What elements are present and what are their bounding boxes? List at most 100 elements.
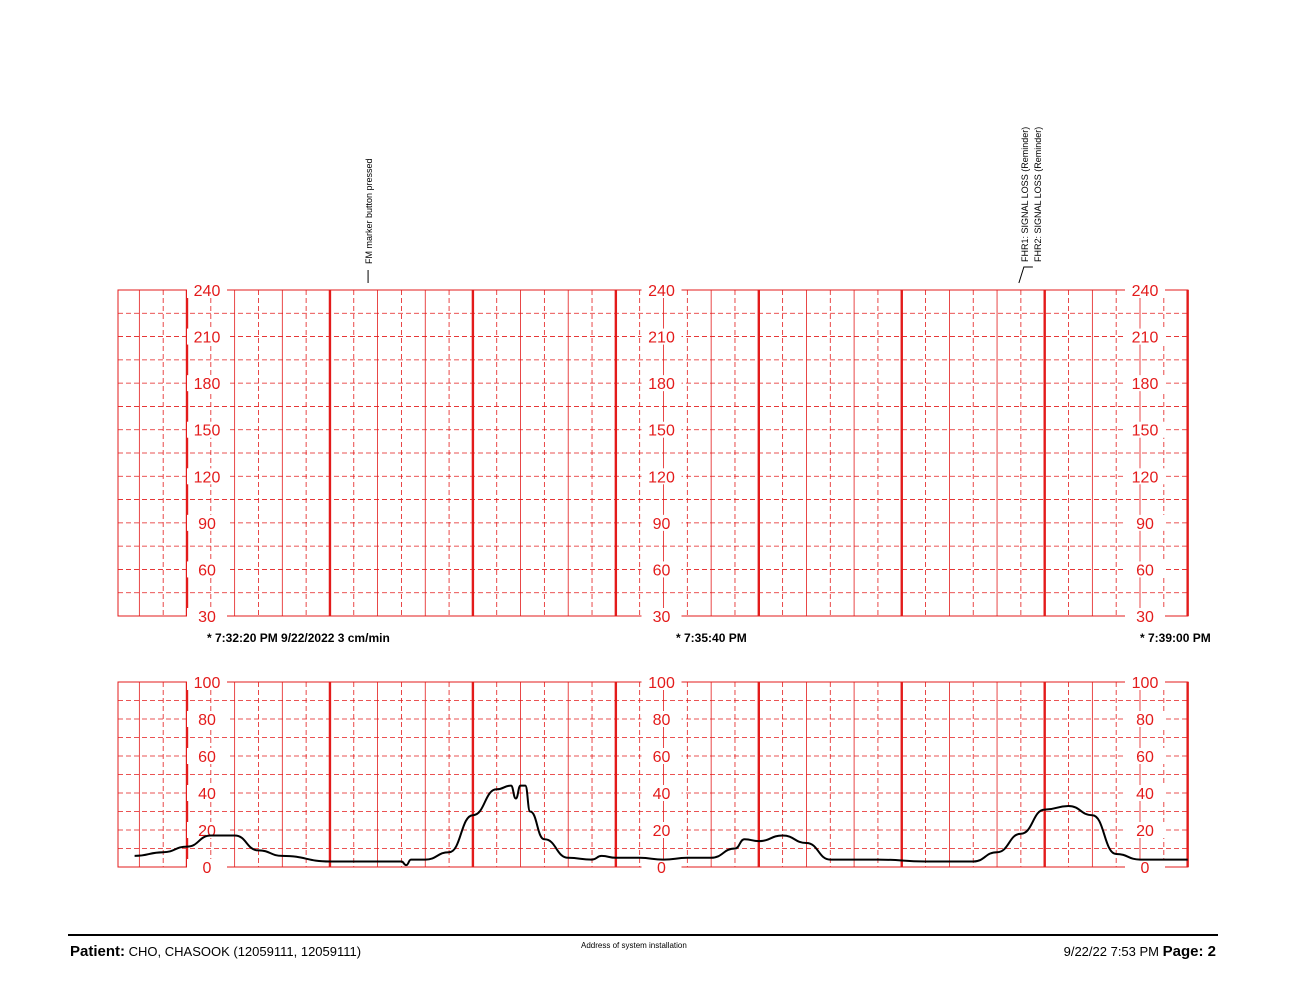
ua-y-tick-label: 20 [198,823,216,840]
tick-label-bg [641,785,682,801]
tick-label-bg [187,514,227,531]
tick-label-bg [1125,328,1165,345]
fhr-y-tick-label: 240 [648,283,675,300]
ua-y-tick-label: 60 [653,749,671,766]
ua-y-tick-label: 40 [198,786,216,803]
ua-trace [134,784,1188,867]
ua-y-tick-label: 20 [1136,823,1154,840]
fhr-y-tick-label: 210 [194,330,221,347]
patient-label: Patient: [70,943,126,960]
ua-y-tick-label: 80 [1136,712,1154,729]
annotations: FM marker button pressed FHR1: SIGNAL LOS… [364,127,1043,284]
tick-label-bg [641,421,682,438]
ua-y-tick-labels: 0 20 40 60 80 100 0 20 40 60 80 100 0 20 40 60 80 100 [187,674,1165,877]
fhr-y-tick-label: 120 [648,469,675,486]
fhr-y-tick-label: 60 [653,562,671,579]
tick-label-bg [187,674,227,690]
tick-label-bg [641,674,682,690]
tick-label-bg [1125,748,1165,764]
ua-y-tick-label: 100 [194,675,221,692]
print-info: 9/22/22 7:53 PM Page: 2 [1064,943,1216,960]
tick-label-bg [187,711,227,727]
fhr-y-tick-label: 60 [1136,562,1154,579]
time-labels: * 7:32:20 PM 9/22/2022 3 cm/min * 7:35:40… [207,631,1211,645]
tick-label-bg [187,859,227,875]
fhr-y-tick-label: 180 [1132,376,1159,393]
annotation-text: FM marker button pressed [364,158,374,264]
tick-label-bg [1125,608,1165,624]
tick-label-bg [641,468,682,485]
fhr-y-tick-label: 90 [653,516,671,533]
ua-y-tick-label: 40 [653,786,671,803]
fhr-y-tick-label: 120 [1132,469,1159,486]
tick-label-bg [641,748,682,764]
tick-label-bg [641,859,682,875]
fhr-y-tick-label: 90 [1136,516,1154,533]
ua-y-tick-label: 0 [1141,860,1150,877]
ua-y-tick-label: 100 [1132,675,1159,692]
fhr-y-tick-label: 30 [198,609,216,626]
fhr-y-tick-label: 30 [653,609,671,626]
tick-label-bg [1125,375,1165,392]
fhr-y-tick-label: 150 [194,423,221,440]
ua-y-tick-label: 40 [1136,786,1154,803]
tick-label-bg [187,748,227,764]
ua-y-tick-label: 60 [198,749,216,766]
fhr-y-tick-label: 90 [198,516,216,533]
tick-label-bg [641,608,682,624]
fhr-y-tick-label: 60 [198,562,216,579]
tick-label-bg [187,822,227,838]
tick-label-bg [1125,514,1165,531]
ua-y-tick-label: 80 [198,712,216,729]
tick-label-bg [641,711,682,727]
tick-label-bg [1125,282,1165,298]
tick-label-bg [641,375,682,392]
print-timestamp: 9/22/22 7:53 PM [1063,944,1160,959]
fhr-y-tick-label: 240 [194,283,221,300]
fetal-monitor-strip: 30 60 90 120 150 180 210 240 30 60 90 120 150 180 210 2… [117,127,1211,877]
fhr-y-tick-label: 180 [194,376,221,393]
fhr-y-tick-label: 120 [194,469,221,486]
tick-label-bg [187,468,227,485]
fhr-y-tick-label: 30 [1136,609,1154,626]
annotation-text: FHR1: SIGNAL LOSS (Reminder) [1020,127,1030,262]
tick-label-bg [641,282,682,298]
ua-y-tick-label: 20 [653,823,671,840]
tick-label-bg [641,328,682,345]
patient-info: Patient: CHO, CHASOOK (12059111, 1205911… [70,943,361,960]
fhr-y-tick-label: 180 [648,376,675,393]
tick-label-bg [187,328,227,345]
time-label: * 7:35:40 PM [676,631,747,645]
ua-y-tick-label: 0 [657,860,666,877]
fhr-y-tick-label: 150 [1132,423,1159,440]
tick-label-bg [1125,421,1165,438]
time-label: * 7:32:20 PM 9/22/2022 3 cm/min [207,631,390,645]
ua-y-tick-label: 80 [653,712,671,729]
fhr-y-tick-label: 240 [1132,283,1159,300]
ua-y-tick-label: 100 [648,675,675,692]
tick-label-bg [1125,711,1165,727]
tick-label-bg [1125,561,1165,578]
annotation-tick [1018,266,1033,284]
tick-label-bg [187,421,227,438]
tick-label-bg [1125,674,1165,690]
ua-y-tick-label: 0 [203,860,212,877]
tick-label-bg [641,822,682,838]
footer: Patient: CHO, CHASOOK (12059111, 1205911… [68,934,1218,966]
page-number: Page: 2 [1162,943,1216,960]
tick-label-bg [187,608,227,624]
system-address: Address of system installation [581,941,687,950]
tick-label-bg [1125,785,1165,801]
fhr-y-tick-labels: 30 60 90 120 150 180 210 240 30 60 90 120 150 180 210 2… [187,282,1165,626]
tick-label-bg [187,282,227,298]
tick-label-bg [641,514,682,531]
tick-label-bg [187,561,227,578]
time-label: * 7:39:00 PM [1140,631,1211,645]
annotation-text: FHR2: SIGNAL LOSS (Reminder) [1033,127,1043,262]
tick-label-bg [187,785,227,801]
ua-line [134,784,1188,867]
fhr-y-tick-label: 210 [1132,330,1159,347]
tick-label-bg [1125,468,1165,485]
tick-label-bg [1125,822,1165,838]
fhr-y-tick-label: 210 [648,330,675,347]
